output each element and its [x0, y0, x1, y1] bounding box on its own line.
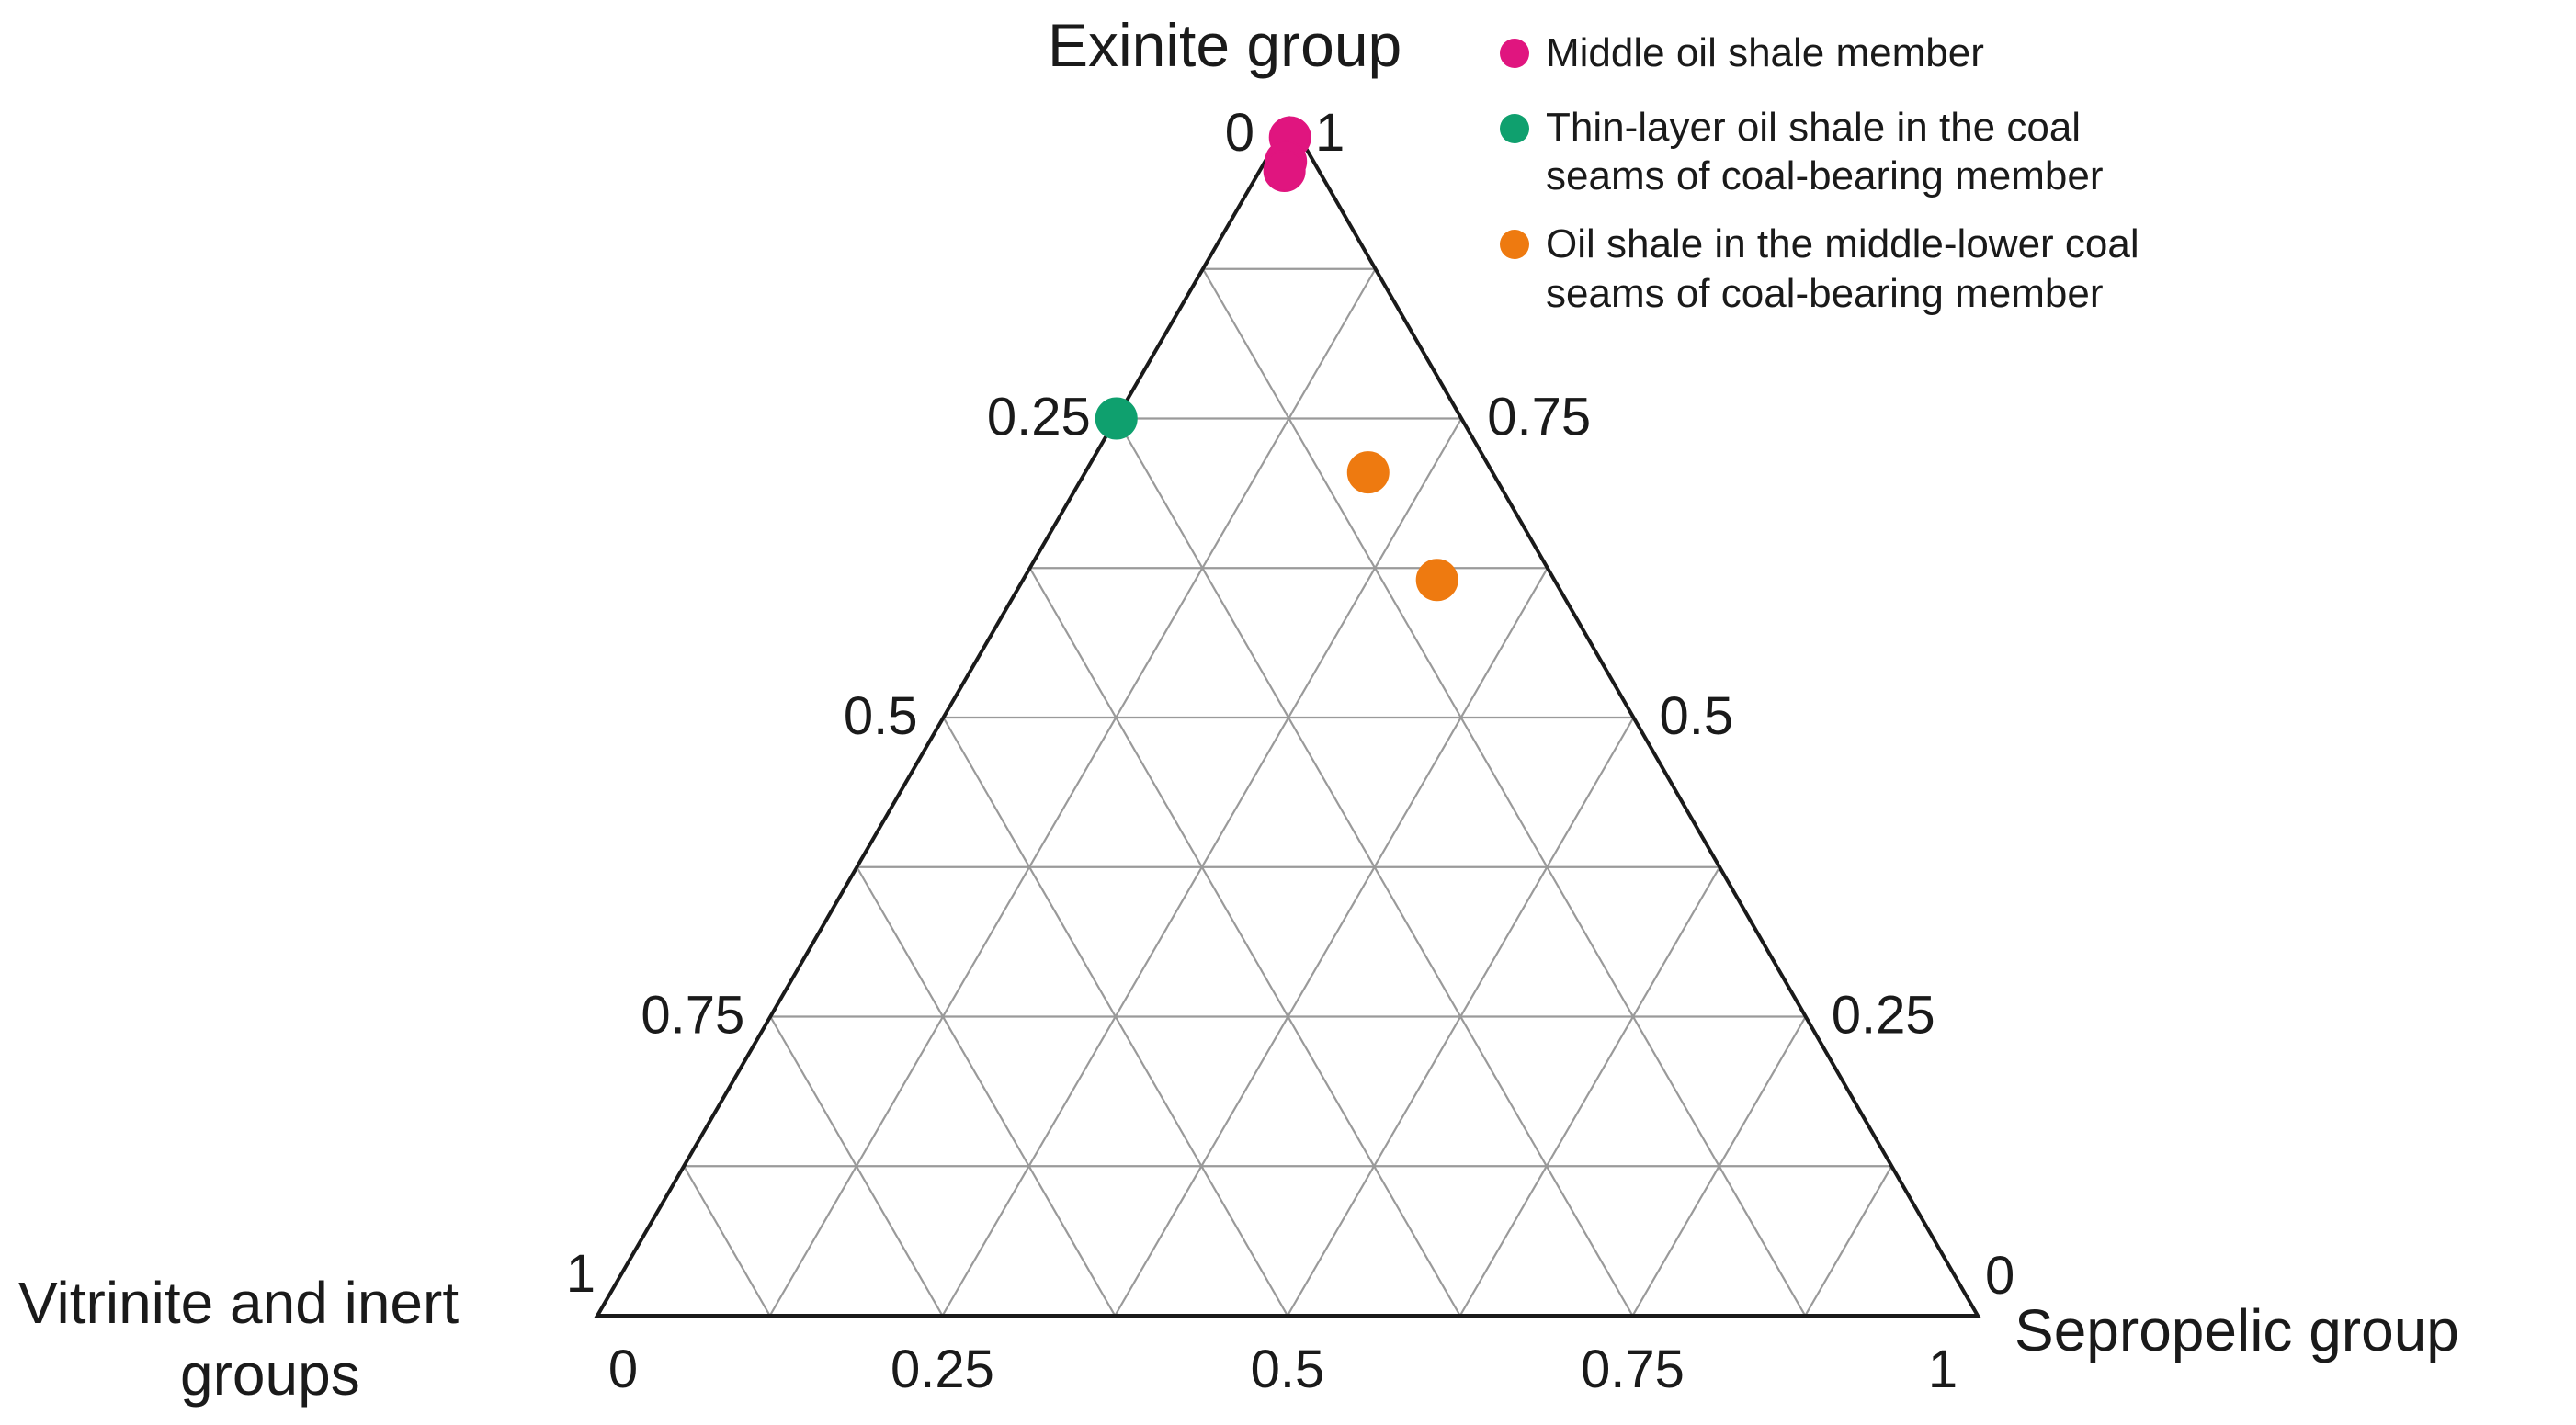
tick-label-right: 0	[1985, 1246, 2014, 1306]
grid-lines	[683, 267, 1893, 1317]
tick-label-bottom: 1	[1928, 1340, 1958, 1399]
tick-label-bottom: 0.5	[1251, 1340, 1325, 1399]
legend-marker-thin-layer	[1500, 114, 1529, 143]
tick-label-bottom: 0	[608, 1340, 638, 1399]
tick-label-left: 0.25	[987, 388, 1091, 447]
legend-label-middle-oil-shale: Middle oil shale member	[1546, 30, 1984, 75]
tick-label-right: 0.75	[1487, 388, 1591, 447]
grid-line-vitrinite	[1028, 567, 1461, 1317]
grid-line-sepropelic	[1631, 1015, 1807, 1317]
axis-title-vitrinite-line1: Vitrinite and inert	[18, 1270, 459, 1336]
grid-line-vitrinite	[942, 717, 1288, 1317]
legend-label-middle-lower-line2: seams of coal-bearing member	[1546, 271, 2103, 316]
grid-line-sepropelic	[1287, 717, 1635, 1317]
axis-title-vitrinite-line2: groups	[180, 1341, 360, 1408]
tick-label-left: 0.5	[844, 686, 918, 746]
tick-label-right: 0.5	[1660, 686, 1734, 746]
legend-marker-middle-lower	[1500, 230, 1529, 259]
tick-label-right: 0.25	[1832, 986, 1935, 1046]
tick-label-bottom: 0.75	[1581, 1340, 1685, 1399]
data-point-series-2	[1346, 451, 1390, 494]
tick-labels: 0 0.25 0.5 0.75 1 1 0.75 0.5 0.25 0 0 0.25 0.5 0.75 1	[566, 103, 2015, 1399]
legend: Middle oil shale member Thin-layer oil s…	[1500, 30, 2139, 316]
legend-label-thin-layer-line1: Thin-layer oil shale in the coal	[1546, 105, 2081, 150]
grid-line-vitrinite	[856, 866, 1117, 1317]
grid-line-vitrinite	[683, 1165, 771, 1317]
legend-label-middle-lower-line1: Oil shale in the middle-lower coal	[1546, 221, 2139, 266]
triangle-outline	[594, 115, 1981, 1318]
data-point-series-0	[1263, 149, 1306, 192]
grid-line-vitrinite	[1201, 268, 1807, 1317]
grid-line-sepropelic	[1804, 1165, 1893, 1317]
axis-title-exinite: Exinite group	[1048, 11, 1401, 79]
grid-line-sepropelic	[768, 268, 1377, 1317]
tick-label-right: 1	[1315, 103, 1345, 163]
data-points	[1095, 116, 1458, 602]
legend-marker-middle-oil-shale	[1500, 39, 1529, 68]
tick-label-left: 0	[1225, 103, 1254, 163]
triangle-border	[594, 115, 1981, 1318]
grid-line-vitrinite	[769, 1015, 944, 1317]
grid-line-sepropelic	[1458, 866, 1721, 1317]
axis-title-sepropelic: Sepropelic group	[2014, 1297, 2459, 1363]
data-point-series-2	[1415, 559, 1458, 602]
tick-label-left: 0.75	[641, 986, 744, 1046]
grid-line-sepropelic	[1114, 567, 1549, 1317]
legend-label-thin-layer-line2: seams of coal-bearing member	[1546, 153, 2103, 198]
tick-label-bottom: 0.25	[891, 1340, 994, 1399]
tick-label-left: 1	[566, 1244, 596, 1304]
data-point-series-1	[1095, 397, 1138, 440]
